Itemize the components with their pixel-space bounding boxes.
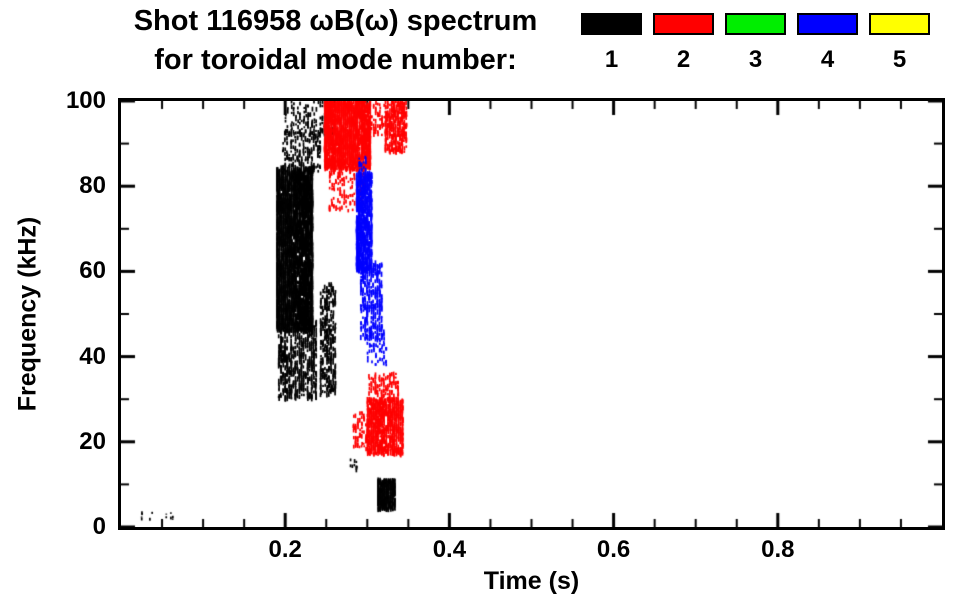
x-tick-label: 0.6	[596, 536, 631, 563]
legend-mode-number: 4	[820, 46, 835, 73]
y-tick-label: 80	[79, 172, 106, 200]
legend-entry: 2	[653, 13, 714, 74]
spectrogram-canvas	[121, 101, 942, 527]
legend-mode-number: 5	[892, 46, 907, 73]
y-tick-label: 100	[65, 87, 106, 114]
y-axis-label: Frequency (kHz)	[13, 216, 42, 412]
x-axis-label: Time (s)	[483, 567, 580, 595]
y-tick-label: 0	[92, 513, 106, 540]
y-tick-label: 60	[79, 257, 106, 285]
legend-entry: 1	[581, 13, 642, 74]
x-tick-label: 0.4	[432, 536, 467, 563]
x-tick-label: 0.8	[761, 536, 795, 563]
x-tick-label: 0.2	[268, 536, 302, 563]
legend-entry: 3	[725, 13, 786, 74]
legend-mode-number: 2	[676, 46, 691, 73]
legend-swatch-mode-2	[653, 13, 714, 35]
chart-title: Shot 116958 ωB(ω) spectrum	[133, 5, 538, 37]
chart-subtitle: for toroidal mode number:	[154, 44, 517, 76]
legend-swatch-mode-1	[581, 13, 642, 35]
legend: 1 2 3 4 5	[581, 13, 930, 74]
title-block: Shot 116958 ωB(ω) spectrum for toroidal …	[98, 5, 573, 77]
y-tick-label: 20	[79, 427, 106, 455]
legend-entry: 5	[869, 13, 930, 74]
legend-mode-number: 3	[748, 46, 763, 73]
legend-entry: 4	[797, 13, 858, 74]
y-tick-label: 40	[79, 342, 106, 370]
legend-mode-number: 1	[604, 46, 619, 73]
legend-swatch-mode-4	[797, 13, 858, 35]
legend-swatch-mode-3	[725, 13, 786, 35]
legend-swatch-mode-5	[869, 13, 930, 35]
